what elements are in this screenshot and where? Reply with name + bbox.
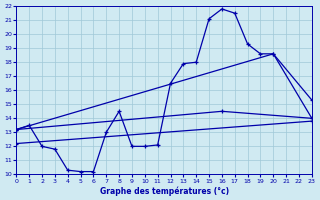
- X-axis label: Graphe des températures (°c): Graphe des températures (°c): [100, 186, 229, 196]
